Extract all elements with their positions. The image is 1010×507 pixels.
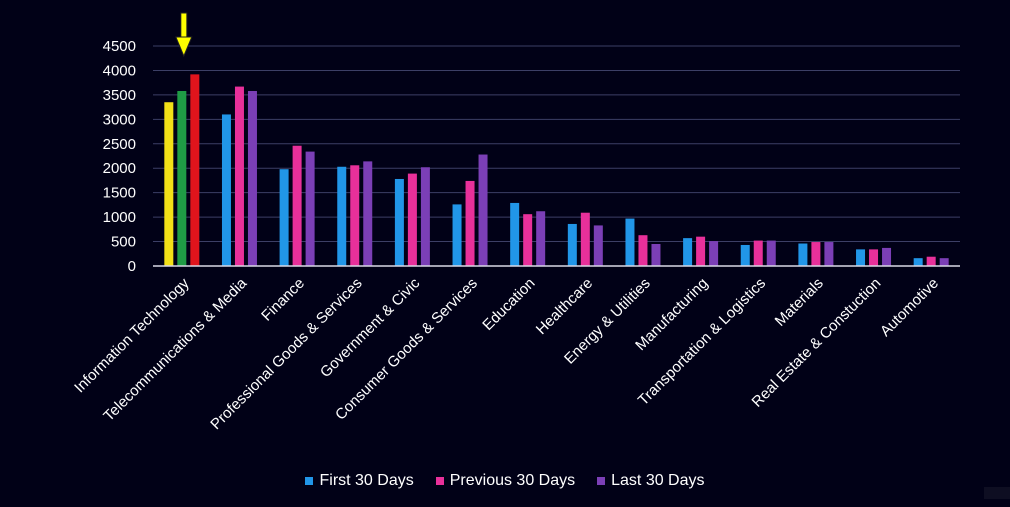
bar-first [452,204,462,266]
x-axis-labels: Information TechnologyTelecommunications… [71,274,942,433]
bar-previous [234,86,244,266]
y-tick-label: 500 [111,234,136,251]
bar-previous [580,212,590,266]
y-tick-label: 0 [128,258,136,275]
highlight-arrow-icon [175,12,193,58]
legend-item-previous[interactable]: Previous 30 Days [435,472,576,490]
legend-swatch-last [597,477,606,485]
corner-box [984,487,1010,499]
bar-previous [523,214,533,266]
bar-last [593,225,603,266]
bar-previous [753,240,763,266]
legend-label-first: First 30 Days [319,472,414,489]
y-tick-label: 2000 [103,160,136,177]
bar-last [766,240,776,266]
bar-first [279,169,289,266]
bar-previous [350,165,360,266]
x-category-label: Automotive [877,275,942,340]
legend-label-last: Last 30 Days [611,472,705,489]
bar-last [536,211,546,266]
bar-previous [811,242,821,266]
y-tick-label: 2500 [103,136,136,153]
x-category-label: Education [479,275,538,334]
bar-first [221,114,231,266]
x-category-label: Information Technology [71,274,193,396]
gridlines [153,45,960,243]
x-category-label: Finance [258,275,308,325]
bar-previous [292,145,302,266]
y-tick-label: 1000 [103,209,136,226]
bar-first [510,202,520,266]
bar-first [740,244,750,266]
bar-last [363,161,373,266]
bar-first [394,178,404,266]
y-tick-label: 3000 [103,111,136,128]
bar-previous [407,173,417,266]
bar-first [683,238,693,266]
bar-first [625,218,635,266]
bar-last [478,154,488,266]
x-category-label: Government & Civic [317,274,424,381]
bar-previous [177,90,187,266]
bar-previous [696,236,706,266]
y-tick-label: 4500 [103,38,136,55]
legend: First 30 Days Previous 30 Days Last 30 D… [0,472,1010,490]
bar-last [939,258,949,266]
arrow-shaft [180,12,188,39]
bar-first [913,258,923,266]
bar-last [247,90,257,266]
arrow-head [175,36,193,58]
bar-last [420,167,430,266]
bar-previous [926,256,936,266]
legend-swatch-first [305,477,314,485]
bar-first [798,243,808,266]
y-tick-label: 4000 [103,62,136,79]
bar-previous [465,180,475,266]
bar-first [337,166,347,266]
legend-item-first[interactable]: First 30 Days [305,472,414,490]
bar-last [709,241,719,266]
legend-label-previous: Previous 30 Days [449,472,576,489]
x-category-label: Materials [772,275,827,330]
bar-first [164,102,174,266]
y-axis-ticks: 0 500 1000 1500 2000 2500 3000 3500 4000 4500 [103,38,136,275]
y-tick-label: 3500 [103,87,136,104]
bar-last [305,151,315,266]
bar-last [824,242,834,266]
bar-last [882,247,892,266]
legend-item-last[interactable]: Last 30 Days [597,472,705,490]
bar-previous [869,249,879,266]
bar-previous [638,235,648,266]
bars [164,74,949,266]
bar-last [651,244,661,266]
legend-swatch-previous [435,477,444,485]
bar-last [190,74,200,266]
y-tick-label: 1500 [103,185,136,202]
bar-first [567,223,577,266]
bar-first [856,249,866,266]
